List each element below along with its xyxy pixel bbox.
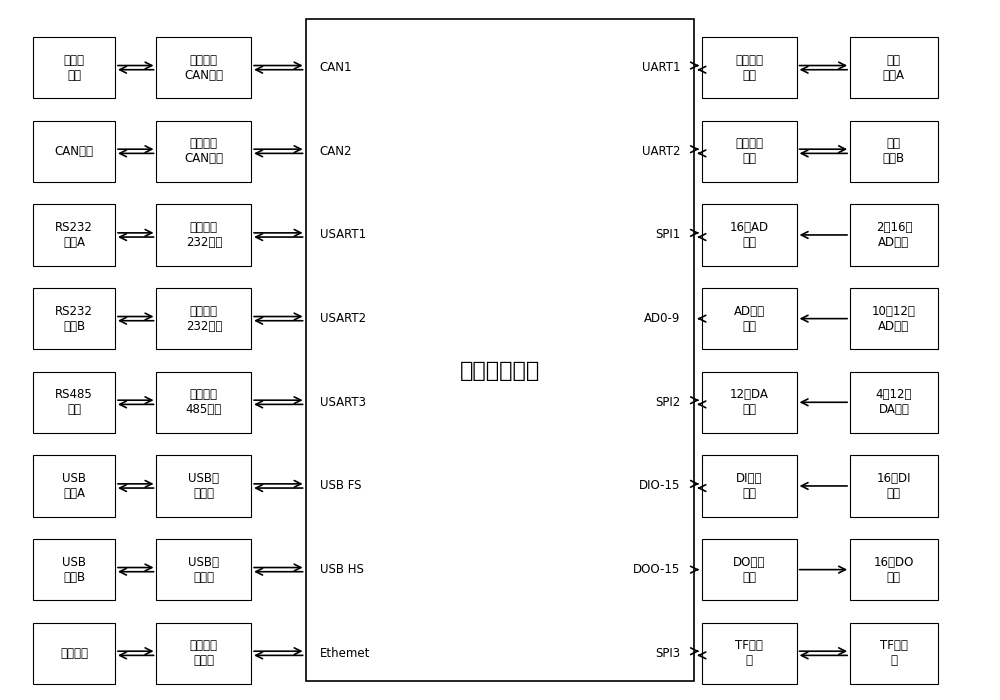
Text: USB HS: USB HS: [320, 563, 363, 576]
Bar: [702, 120, 797, 182]
Text: 光耦隔离
CAN通讯: 光耦隔离 CAN通讯: [184, 137, 223, 165]
Text: 扩展
端口B: 扩展 端口B: [883, 137, 905, 165]
Text: CAN2: CAN2: [320, 145, 352, 158]
Text: 主控制器芯片: 主控制器芯片: [460, 361, 540, 381]
Bar: [850, 204, 938, 265]
Text: USB
端口A: USB 端口A: [62, 472, 86, 500]
Bar: [850, 288, 938, 349]
Text: 16位AD
芯片: 16位AD 芯片: [730, 221, 769, 249]
Text: DI处理
电路: DI处理 电路: [736, 472, 763, 500]
Bar: [33, 455, 115, 517]
Text: USART1: USART1: [320, 228, 366, 242]
Text: CAN1: CAN1: [320, 61, 352, 74]
Text: USB FS: USB FS: [320, 480, 361, 493]
Text: AD处理
电路: AD处理 电路: [734, 304, 765, 332]
Text: USB接
口电路: USB接 口电路: [188, 472, 219, 500]
Text: DO处理
电路: DO处理 电路: [733, 556, 765, 584]
Bar: [702, 455, 797, 517]
Text: SPI1: SPI1: [655, 228, 680, 242]
Bar: [306, 19, 694, 681]
Text: 扩展
端口A: 扩展 端口A: [883, 54, 905, 82]
Text: USB
端口B: USB 端口B: [62, 556, 86, 584]
Text: 光耦隔离
CAN通讯: 光耦隔离 CAN通讯: [184, 54, 223, 82]
Text: TF卡芯
片: TF卡芯 片: [735, 639, 763, 667]
Text: SPI2: SPI2: [655, 395, 680, 409]
Bar: [850, 622, 938, 684]
Bar: [33, 120, 115, 182]
Text: TF卡端
口: TF卡端 口: [880, 639, 908, 667]
Text: 光耦隔离
232通讯: 光耦隔离 232通讯: [186, 221, 222, 249]
Text: 扩展接口
模块: 扩展接口 模块: [735, 54, 763, 82]
Text: USB接
口电路: USB接 口电路: [188, 556, 219, 584]
Bar: [33, 37, 115, 98]
Bar: [702, 622, 797, 684]
Text: DIO-15: DIO-15: [639, 480, 680, 493]
Text: 16路DO
端口: 16路DO 端口: [874, 556, 914, 584]
Text: UART2: UART2: [642, 145, 680, 158]
Bar: [156, 37, 251, 98]
Text: AD0-9: AD0-9: [644, 312, 680, 325]
Bar: [33, 288, 115, 349]
Text: 扩展接口
模块: 扩展接口 模块: [735, 137, 763, 165]
Text: USART3: USART3: [320, 395, 366, 409]
Bar: [850, 539, 938, 601]
Bar: [850, 455, 938, 517]
Text: RS232
端口A: RS232 端口A: [55, 221, 93, 249]
Bar: [702, 372, 797, 433]
Bar: [33, 622, 115, 684]
Text: USART2: USART2: [320, 312, 366, 325]
Bar: [850, 37, 938, 98]
Bar: [156, 120, 251, 182]
Text: SPI3: SPI3: [655, 647, 680, 660]
Text: 平衡控
制器: 平衡控 制器: [64, 54, 85, 82]
Text: CAN端口: CAN端口: [55, 145, 94, 158]
Bar: [156, 622, 251, 684]
Text: 以太网口: 以太网口: [60, 647, 88, 660]
Text: 10路12位
AD端口: 10路12位 AD端口: [872, 304, 916, 332]
Bar: [156, 288, 251, 349]
Text: UART1: UART1: [642, 61, 680, 74]
Bar: [156, 372, 251, 433]
Text: 12位DA
芯片: 12位DA 芯片: [730, 389, 769, 416]
Text: 4路12位
DA端口: 4路12位 DA端口: [876, 389, 912, 416]
Bar: [156, 204, 251, 265]
Text: Ethemet: Ethemet: [320, 647, 370, 660]
Bar: [702, 204, 797, 265]
Bar: [702, 288, 797, 349]
Bar: [156, 539, 251, 601]
Text: 以太网接
口电路: 以太网接 口电路: [190, 639, 218, 667]
Bar: [702, 539, 797, 601]
Text: RS232
端口B: RS232 端口B: [55, 304, 93, 332]
Text: DOO-15: DOO-15: [633, 563, 680, 576]
Bar: [33, 204, 115, 265]
Bar: [850, 120, 938, 182]
Text: RS485
端口: RS485 端口: [55, 389, 93, 416]
Bar: [33, 372, 115, 433]
Bar: [850, 372, 938, 433]
Bar: [156, 455, 251, 517]
Text: 光耦隔离
485通讯: 光耦隔离 485通讯: [186, 389, 222, 416]
Bar: [33, 539, 115, 601]
Text: 光耦隔离
232通讯: 光耦隔离 232通讯: [186, 304, 222, 332]
Text: 2路16位
AD端口: 2路16位 AD端口: [876, 221, 912, 249]
Bar: [702, 37, 797, 98]
Text: 16路DI
端口: 16路DI 端口: [877, 472, 911, 500]
